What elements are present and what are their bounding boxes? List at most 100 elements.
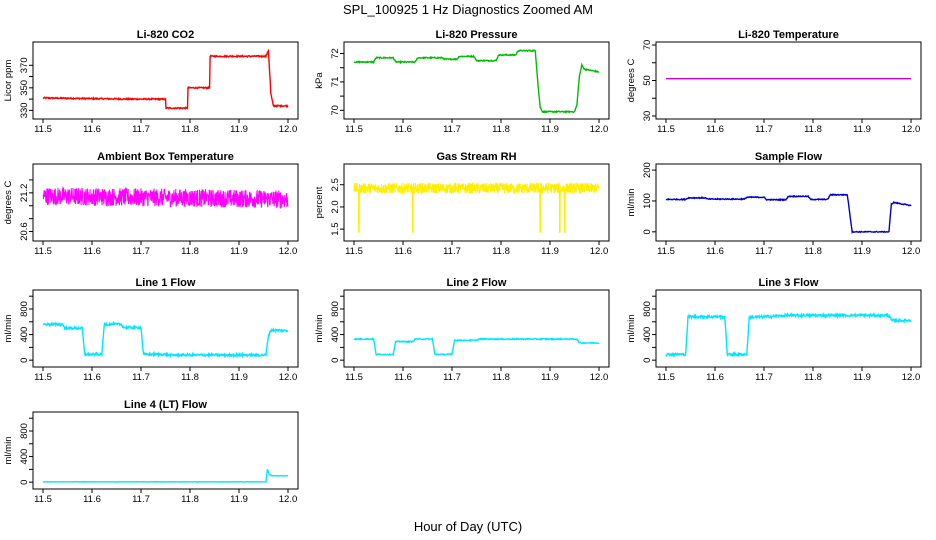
x-tick-label: 11.8	[804, 124, 822, 135]
y-axis-label: Licor ppm	[3, 60, 14, 102]
plot-frame	[655, 163, 922, 242]
x-tick-label: 11.9	[230, 124, 248, 135]
y-tick-label: 400	[330, 327, 341, 343]
x-tick-label: 12.0	[279, 246, 298, 257]
x-tick-label: 11.9	[230, 494, 248, 505]
y-tick-label: 30	[642, 111, 653, 122]
y-axis-label: ml/min	[626, 189, 637, 217]
panel-title: Gas Stream RH	[436, 151, 516, 163]
y-tick-label: 200	[642, 162, 653, 178]
x-tick-label: 11.5	[657, 246, 675, 257]
y-axis-label: ml/min	[3, 315, 14, 343]
y-tick-label: 21.2	[19, 184, 30, 203]
plot-frame	[343, 163, 610, 242]
x-tick-label: 11.9	[541, 372, 559, 383]
y-tick-label: 370	[19, 57, 30, 73]
y-axis-label: percent	[314, 186, 325, 218]
y-tick-label: 0	[642, 229, 653, 234]
figure-xlabel: Hour of Day (UTC)	[414, 519, 522, 534]
x-tick-label: 11.5	[345, 124, 363, 135]
x-tick-label: 11.5	[345, 246, 363, 257]
x-tick-label: 11.7	[443, 246, 461, 257]
panel-title: Line 1 Flow	[136, 277, 196, 289]
x-tick-label: 11.5	[345, 372, 363, 383]
x-tick-label: 12.0	[902, 246, 921, 257]
x-tick-label: 11.7	[755, 124, 773, 135]
y-tick-label: 350	[19, 80, 30, 96]
x-tick-label: 11.7	[132, 372, 150, 383]
figure-title: SPL_100925 1 Hz Diagnostics Zoomed AM	[343, 2, 593, 17]
x-tick-label: 11.6	[83, 246, 101, 257]
x-tick-label: 11.5	[34, 246, 52, 257]
panel-title: Line 3 Flow	[759, 277, 819, 289]
y-tick-label: 0	[330, 358, 341, 363]
x-tick-label: 11.8	[804, 246, 822, 257]
x-tick-label: 11.5	[657, 124, 675, 135]
y-tick-label: 0	[642, 358, 653, 363]
plot-frame	[32, 41, 299, 120]
y-tick-label: 800	[642, 301, 653, 317]
x-tick-label: 12.0	[590, 246, 609, 257]
panel-title: Ambient Box Temperature	[97, 151, 234, 163]
y-axis-label: ml/min	[3, 437, 14, 465]
y-tick-label: 1.5	[330, 223, 341, 236]
panel-title: Sample Flow	[755, 151, 823, 163]
x-tick-label: 12.0	[279, 124, 298, 135]
plot-frame	[655, 289, 922, 368]
y-tick-label: 2.0	[330, 200, 341, 213]
x-tick-label: 11.6	[394, 246, 412, 257]
x-tick-label: 11.7	[132, 246, 150, 257]
y-axis-label: degrees C	[3, 180, 14, 224]
chart-panel: Gas Stream RH percent 11.5 11.6 11.7 11.8 11.9…	[314, 151, 610, 257]
x-tick-label: 12.0	[902, 372, 921, 383]
x-tick-label: 12.0	[902, 124, 921, 135]
x-tick-label: 12.0	[279, 494, 298, 505]
data-series-line	[353, 181, 600, 233]
y-tick-label: 100	[642, 193, 653, 209]
x-tick-label: 11.7	[132, 494, 150, 505]
x-tick-label: 11.5	[34, 372, 52, 383]
x-tick-label: 11.8	[492, 124, 510, 135]
x-tick-label: 11.9	[853, 372, 871, 383]
x-tick-label: 11.9	[230, 372, 248, 383]
y-tick-label: 400	[19, 449, 30, 465]
plot-frame	[343, 41, 610, 120]
x-tick-label: 11.7	[443, 372, 461, 383]
x-tick-label: 11.6	[394, 372, 412, 383]
data-series-line	[42, 48, 289, 110]
data-series-line	[665, 311, 912, 358]
x-tick-label: 11.7	[443, 124, 461, 135]
y-axis-label: ml/min	[314, 315, 325, 343]
y-tick-label: 72	[330, 48, 341, 59]
plot-frame	[32, 411, 299, 490]
x-tick-label: 11.6	[706, 246, 724, 257]
y-tick-label: 400	[642, 327, 653, 343]
chart-panel: Li-820 Temperature degrees C 11.5 11.6 11.7 1…	[626, 29, 922, 135]
data-series-line	[42, 186, 289, 209]
chart-panel: Li-820 Pressure kPa 11.5 11.6 11.7 11.8 11.9 12…	[314, 29, 610, 135]
y-axis-label: kPa	[314, 72, 325, 89]
x-tick-label: 11.6	[706, 124, 724, 135]
x-tick-label: 11.9	[230, 246, 248, 257]
data-series-line	[42, 320, 289, 359]
y-tick-label: 330	[19, 102, 30, 118]
plot-frame	[32, 289, 299, 368]
x-tick-label: 12.0	[590, 372, 609, 383]
x-tick-label: 11.8	[181, 372, 199, 383]
x-tick-label: 11.7	[755, 246, 773, 257]
chart-panel: Line 1 Flow ml/min 11.5 11.6 11.7 11.8 11.9 12.…	[3, 277, 299, 383]
x-tick-label: 11.6	[83, 124, 101, 135]
x-tick-label: 11.9	[541, 124, 559, 135]
x-tick-label: 11.7	[132, 124, 150, 135]
x-tick-label: 11.6	[706, 372, 724, 383]
data-series-line	[353, 49, 600, 114]
y-tick-label: 70	[330, 105, 341, 116]
x-tick-label: 12.0	[279, 372, 298, 383]
x-tick-label: 11.6	[394, 124, 412, 135]
data-series-line	[353, 337, 600, 357]
x-tick-label: 11.8	[492, 372, 510, 383]
panel-title: Li-820 Pressure	[436, 29, 518, 41]
x-tick-label: 11.8	[181, 494, 199, 505]
panel-title: Line 2 Flow	[447, 277, 507, 289]
plot-frame	[343, 289, 610, 368]
